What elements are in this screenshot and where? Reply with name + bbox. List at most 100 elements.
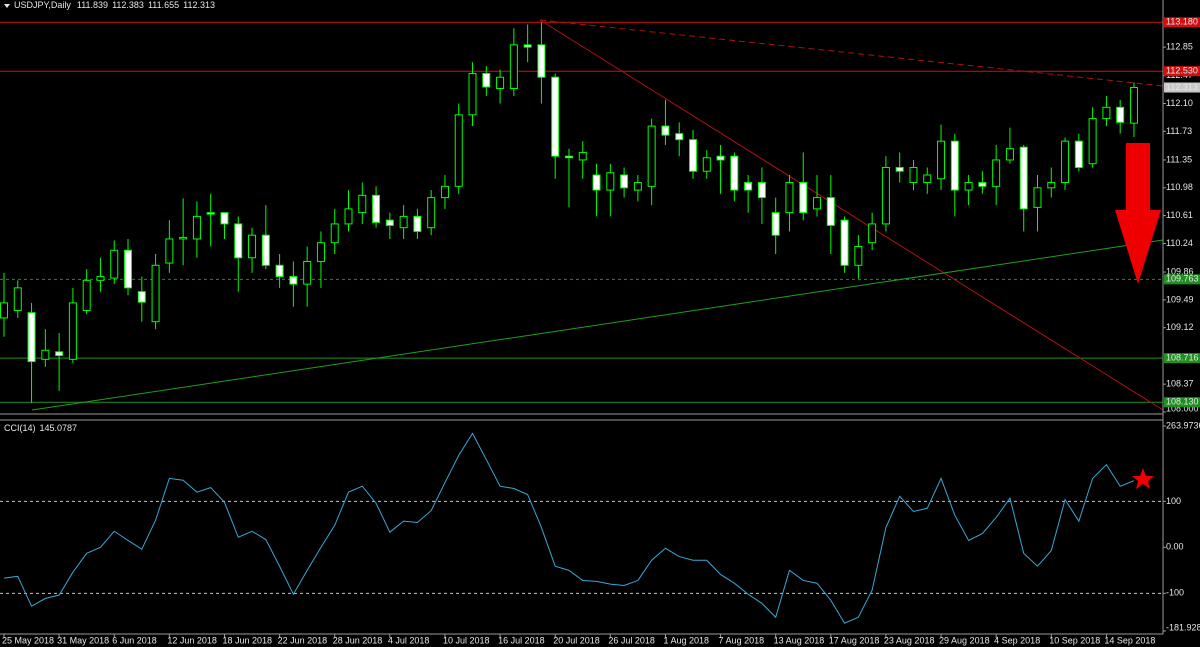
candle-body <box>41 349 50 360</box>
candle-body <box>179 236 188 240</box>
y-tick-label: 263.9736 <box>1166 420 1200 430</box>
candle-body <box>96 276 105 281</box>
candle-body <box>523 44 532 48</box>
candle-body <box>440 185 449 199</box>
x-tick-label: 4 Jul 2018 <box>388 635 430 645</box>
candle-body <box>55 351 64 357</box>
candle-body <box>234 223 243 259</box>
level-label-box <box>1164 66 1200 77</box>
candle-body <box>620 174 629 189</box>
level-label-box <box>1164 353 1200 364</box>
x-tick-label: 4 Sep 2018 <box>994 635 1040 645</box>
candle-body <box>220 212 229 225</box>
candle-body <box>1005 148 1014 161</box>
candle-body <box>551 76 560 157</box>
candle-body <box>564 155 573 159</box>
candle-body <box>675 133 684 141</box>
y-tick-label: 111.35 <box>1166 154 1192 164</box>
candle-body <box>578 151 587 161</box>
y-tick-label: 110.61 <box>1166 210 1193 220</box>
indicator-value: 145.0787 <box>40 423 78 433</box>
y-tick-label: 109.86 <box>1166 266 1194 276</box>
x-tick-label: 18 Jun 2018 <box>222 635 272 645</box>
y-tick-label: 109.12 <box>1166 322 1194 332</box>
candle-body <box>964 182 973 191</box>
candle-body <box>413 215 422 232</box>
x-tick-label: 6 Jun 2018 <box>112 635 157 645</box>
level-label-box <box>1164 397 1200 408</box>
candle-body <box>344 208 353 225</box>
menu-triangle <box>4 4 10 8</box>
candle-body <box>110 249 119 279</box>
high: 112.383 <box>112 0 144 10</box>
level-label: 108.716 <box>1166 353 1199 363</box>
chart-header: USDJPY,Daily 111.839 112.383 111.655 112.313 <box>14 0 215 10</box>
candle-body <box>1019 146 1028 210</box>
candle-body <box>895 166 904 172</box>
x-tick-label: 31 May 2018 <box>57 635 109 645</box>
level-label: 108.130 <box>1166 397 1199 407</box>
candle-body <box>509 44 518 89</box>
candle-body <box>592 174 601 191</box>
arrow-head <box>1115 210 1161 284</box>
x-tick-label: 28 Jun 2018 <box>333 635 383 645</box>
y-tick-label: -100 <box>1166 588 1184 598</box>
candle-body <box>0 302 8 319</box>
candle-body <box>771 212 780 236</box>
candle-body <box>399 215 408 229</box>
candle-body <box>427 197 436 229</box>
candle-body <box>482 72 491 88</box>
level-label-box <box>1164 17 1200 28</box>
candle-body <box>537 44 546 78</box>
candle-body <box>1102 106 1111 120</box>
x-tick-label: 12 Jun 2018 <box>167 635 217 645</box>
candle-body <box>454 114 463 187</box>
candle-body <box>165 238 174 264</box>
trendline <box>539 19 1164 87</box>
arrow-shaft <box>1126 143 1150 211</box>
x-tick-label: 25 May 2018 <box>2 635 54 645</box>
indicator-header: CCI(14) 145.0787 <box>4 423 77 433</box>
candle-body <box>744 182 753 191</box>
candle-body <box>275 264 284 278</box>
x-tick-label: 20 Jul 2018 <box>553 635 600 645</box>
x-tick-label: 10 Sep 2018 <box>1049 635 1100 645</box>
x-tick-label: 23 Aug 2018 <box>884 635 935 645</box>
candle-body <box>303 261 312 285</box>
candle-body <box>1033 187 1042 208</box>
candle-body <box>1061 140 1070 184</box>
candle-body <box>647 125 656 187</box>
candle-body <box>702 157 711 172</box>
candle-body <box>1129 87 1138 124</box>
candle-body <box>496 76 505 89</box>
candle-body <box>68 302 77 360</box>
candle-body <box>206 212 215 215</box>
y-tick-label: 110.24 <box>1166 238 1193 248</box>
x-tick-label: 29 Aug 2018 <box>939 635 990 645</box>
candle-body <box>137 291 146 303</box>
candle-body <box>289 276 298 285</box>
x-tick-label: 1 Aug 2018 <box>663 635 709 645</box>
candle-body <box>881 166 890 225</box>
candle-body <box>261 234 270 266</box>
candle-body <box>840 219 849 266</box>
candle-body <box>1047 182 1056 189</box>
candle-body <box>799 182 808 214</box>
candle-body <box>82 279 91 311</box>
y-tick-label: 109.49 <box>1166 294 1194 304</box>
symbol: USDJPY,Daily <box>14 0 71 10</box>
candle-body <box>923 174 932 184</box>
candle-body <box>27 312 36 363</box>
candle-body <box>1074 140 1083 168</box>
x-tick-label: 16 Jul 2018 <box>498 635 545 645</box>
candle-body <box>716 155 725 161</box>
candle-body <box>689 139 697 172</box>
candle-body <box>950 140 959 191</box>
candle-body <box>909 166 918 184</box>
candle-body <box>785 182 794 214</box>
y-tick-label: -181.9284 <box>1166 622 1200 632</box>
x-tick-label: 10 Jul 2018 <box>443 635 490 645</box>
